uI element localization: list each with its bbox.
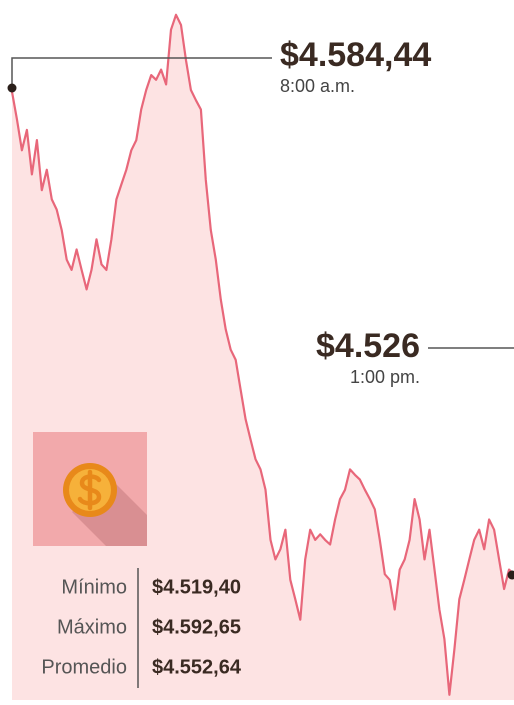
- annotation-time: 1:00 pm.: [350, 367, 420, 387]
- stat-value: $4.552,64: [152, 656, 242, 678]
- leader-line: [11, 57, 272, 88]
- stat-value: $4.592,65: [152, 616, 241, 638]
- stat-label: Promedio: [41, 656, 127, 678]
- annotation-value: $4.584,44: [280, 36, 431, 74]
- line: [10, 13, 514, 696]
- stat-label: Máximo: [57, 616, 127, 638]
- start-dot: [7, 83, 17, 93]
- coin-icon: [33, 432, 147, 546]
- stats: Mínimo $4.519,40 Máximo $4.592,65 Promedio $4…: [41, 576, 241, 678]
- annotation-time: 8:00 a.m.: [280, 76, 355, 96]
- stat-value: $4.519,40: [152, 576, 241, 598]
- stat-label: Mínimo: [61, 576, 127, 598]
- end-dot: [507, 570, 514, 580]
- annotation-value: $4.526: [316, 327, 420, 365]
